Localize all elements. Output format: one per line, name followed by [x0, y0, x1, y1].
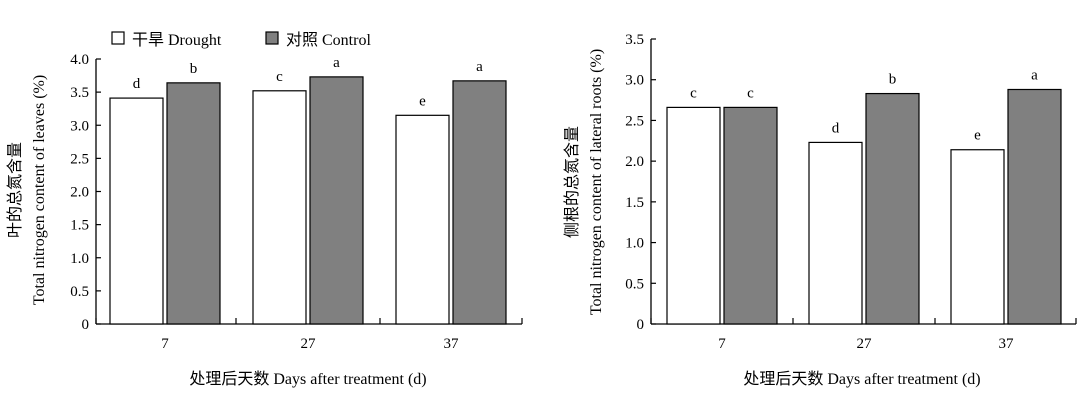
roots-significance-letter: e	[974, 128, 981, 144]
leaves-bar-drought	[109, 97, 164, 325]
roots-bar-drought	[950, 149, 1005, 325]
leaves-x-tick-label: 37	[444, 336, 460, 352]
leaves-y-tick-label: 2.0	[70, 185, 89, 201]
leaves-significance-letter: e	[419, 93, 426, 109]
leaves-y-tick-label: 3.0	[70, 118, 89, 134]
legend-label-drought: 干旱 Drought	[132, 32, 222, 49]
roots-significance-letter: c	[747, 85, 754, 101]
roots-y-tick-label: 1.5	[625, 195, 644, 211]
chart-lateral-roots-marks: 0 0.5 1.0 1.5 2.0 2.5 3.0 3.5 7 27 37 c d e c b a	[625, 32, 1077, 352]
roots-y-tick-label: 0	[637, 317, 645, 333]
chart-leaves-ylabel-en: Total nitrogen content of leaves (%)	[31, 75, 48, 305]
roots-bar-control	[1007, 88, 1062, 325]
leaves-significance-letter: a	[476, 59, 483, 75]
leaves-significance-letter: d	[133, 76, 141, 92]
leaves-bar-control	[309, 76, 364, 325]
leaves-y-tick-label: 1.0	[70, 251, 89, 267]
roots-y-tick-label: 2.5	[625, 113, 644, 129]
leaves-significance-letter: b	[190, 61, 198, 77]
roots-bar-control	[723, 106, 778, 325]
roots-y-tick-label: 0.5	[625, 276, 644, 292]
chart-roots-ylabel-cn: 侧根的总氮含量	[563, 126, 581, 238]
roots-significance-letter: c	[690, 85, 697, 101]
roots-y-tick-label: 2.0	[625, 154, 644, 170]
chart-roots-ylabel-en: Total nitrogen content of lateral roots …	[588, 49, 605, 315]
legend-swatch-control	[265, 31, 279, 45]
chart-lateral-roots: 0 0.5 1.0 1.5 2.0 2.5 3.0 3.5 7 27 37 c d e c b a 侧根的总氮含…	[563, 32, 1077, 388]
roots-x-tick-label: 27	[857, 336, 873, 352]
legend-swatch-drought	[111, 31, 125, 45]
chart-roots-xlabel: 处理后天数 Days after treatment (d)	[743, 370, 980, 388]
roots-significance-letter: a	[1031, 67, 1038, 83]
legend: 干旱 Drought 对照 Control	[111, 31, 371, 49]
roots-bar-control	[865, 92, 920, 325]
roots-significance-letter: d	[832, 120, 840, 136]
leaves-y-tick-label: 2.5	[70, 151, 89, 167]
leaves-y-tick-label: 0	[82, 317, 90, 333]
roots-x-tick-label: 7	[718, 336, 726, 352]
roots-x-tick-label: 37	[999, 336, 1015, 352]
chart-leaves-marks: 0 0.5 1.0 1.5 2.0 2.5 3.0 3.5 4.0 7 27 37 d c e b a a	[70, 52, 523, 352]
leaves-bar-control	[166, 82, 221, 325]
roots-significance-letter: b	[889, 72, 897, 88]
roots-y-tick-label: 1.0	[625, 236, 644, 252]
leaves-x-tick-label: 27	[301, 336, 317, 352]
chart-leaves: 0 0.5 1.0 1.5 2.0 2.5 3.0 3.5 4.0 7 27 37 d c e b a a 叶的总…	[6, 52, 523, 388]
leaves-y-tick-label: 1.5	[70, 218, 89, 234]
leaves-y-tick-label: 4.0	[70, 52, 89, 68]
roots-y-tick-label: 3.5	[625, 32, 644, 48]
leaves-x-tick-label: 7	[161, 336, 169, 352]
leaves-bar-drought	[252, 90, 307, 325]
leaves-significance-letter: c	[276, 69, 283, 85]
chart-leaves-xlabel: 处理后天数 Days after treatment (d)	[189, 370, 426, 388]
roots-bar-drought	[666, 106, 721, 325]
leaves-significance-letter: a	[333, 55, 340, 71]
chart-leaves-ylabel-cn: 叶的总氮含量	[6, 142, 24, 238]
legend-label-control: 对照 Control	[286, 31, 371, 49]
roots-y-tick-label: 3.0	[625, 73, 644, 89]
leaves-bar-control	[452, 80, 507, 325]
leaves-bar-drought	[395, 114, 450, 325]
leaves-y-tick-label: 0.5	[70, 284, 89, 300]
roots-bar-drought	[808, 141, 863, 325]
leaves-y-tick-label: 3.5	[70, 85, 89, 101]
